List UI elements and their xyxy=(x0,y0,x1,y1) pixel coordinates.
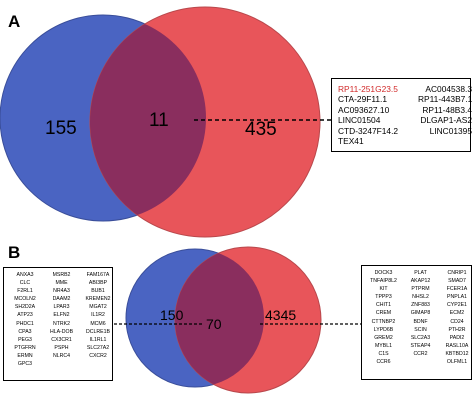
gene-label: BUB1 xyxy=(91,288,105,295)
gene-label: PADI2 xyxy=(449,334,465,341)
gene-label: CX3CR1 xyxy=(51,336,72,343)
panel-a-gene-box: RP11-251G23.5 AC004538.3 CTA-29F11.1 RP11-4… xyxy=(331,78,472,152)
panel-a-overlap-count: 11 xyxy=(149,110,169,131)
gene-label: MSRB2 xyxy=(52,272,71,278)
gene-label: PHDC1 xyxy=(16,320,34,327)
gene-label: ECM2 xyxy=(449,310,465,317)
gene-label: ZNF883 xyxy=(411,302,430,309)
gene-label: RP11-443B7.1 xyxy=(418,94,473,105)
gene-label: SLC27A2 xyxy=(86,344,110,351)
gene-label: PSPH xyxy=(54,344,69,351)
gene-label: PLAT xyxy=(414,270,427,276)
gene-label: GREM2 xyxy=(374,334,393,341)
gene-label: ANXA3 xyxy=(16,272,34,278)
gene-label xyxy=(402,358,439,366)
gene-label: LYPD6B xyxy=(373,326,394,333)
gene-label: ERMN xyxy=(17,352,33,359)
gene-label: MCOLN2 xyxy=(14,296,36,303)
gene-label: SMAD7 xyxy=(448,278,466,285)
gene-label: PTGFRN xyxy=(14,344,36,351)
panel-b-label: B xyxy=(8,243,20,262)
gene-label: GPC3 xyxy=(17,361,33,368)
gene-label: STEAP4 xyxy=(410,342,431,349)
gene-label: CHIT1 xyxy=(376,302,391,309)
gene-label: CTA-29F11.1 xyxy=(338,94,388,105)
gene-label: LINC01395 xyxy=(429,125,472,136)
gene-label: KBTBD12 xyxy=(445,350,469,357)
gene-label: DOCK3 xyxy=(374,270,393,276)
gene-label: CCR6 xyxy=(376,359,391,366)
gene-label: PTH2R xyxy=(448,326,466,333)
gene-label: C1S xyxy=(378,350,389,357)
gene-label: ABI3BP xyxy=(88,280,108,287)
gene-label: IL1RL1 xyxy=(89,336,107,343)
gene-label: GIMAP8 xyxy=(410,310,431,317)
panel-b-right-count: 4345 xyxy=(265,307,296,323)
gene-label: CTTNBP2 xyxy=(371,318,396,325)
gene-label: PNPLA1 xyxy=(447,294,467,301)
gene-label: LPAR3 xyxy=(53,304,70,311)
gene-label: PEG3 xyxy=(18,336,32,343)
gene-label: AKAP12 xyxy=(410,278,431,285)
gene-label: F2RL1 xyxy=(17,288,33,295)
panel-a-right-count: 435 xyxy=(245,119,277,140)
gene-label: AC004538.3 xyxy=(425,84,472,94)
gene-label: DLGAP1-AS2 xyxy=(420,115,472,126)
panel-b-overlap-count: 70 xyxy=(206,316,222,332)
gene-label: CREM xyxy=(375,310,392,317)
panel-b-left-count: 150 xyxy=(160,307,184,323)
gene-label: IL1R2 xyxy=(91,312,105,319)
panel-a-label: A xyxy=(8,12,20,31)
gene-label: RASL10A xyxy=(445,342,469,349)
gene-label: CPA3 xyxy=(18,328,32,335)
gene-label: SH2D2A xyxy=(14,304,36,311)
gene-label: LINC01504 xyxy=(338,115,381,126)
gene-label: MME xyxy=(55,280,68,287)
gene-label: NR4A3 xyxy=(53,288,70,295)
gene-label: NTRK2 xyxy=(52,320,70,327)
gene-label: MCM6 xyxy=(90,320,106,327)
gene-label: CXCR2 xyxy=(89,352,107,359)
gene-label: AC093627.10 xyxy=(338,104,390,115)
panel-b-right-gene-grid: DOCK3 PLAT CNRIP1 TNFAIP8L2 AKAP12 SMAD7 KIT PT… xyxy=(365,269,469,366)
gene-label: NLRC4 xyxy=(52,352,70,359)
gene-label: CYP2E1 xyxy=(447,302,467,309)
gene-label: TPPP3 xyxy=(375,294,392,301)
gene-label: CD24 xyxy=(450,318,464,325)
panel-b-right-gene-box: DOCK3 PLAT CNRIP1 TNFAIP8L2 AKAP12 SMAD7 KIT PT… xyxy=(361,265,472,380)
gene-label: PTPRM xyxy=(411,286,430,293)
panel-a-overlap-region xyxy=(90,15,206,221)
gene-label: DAAM2 xyxy=(52,296,71,303)
gene-label: CLC xyxy=(19,280,31,287)
panel-a-gene-grid: RP11-251G23.5 AC004538.3 CTA-29F11.1 RP11-4… xyxy=(338,84,472,147)
gene-label: HLA-DOB xyxy=(49,328,74,335)
gene-label: KIT xyxy=(379,286,388,293)
gene-label: SLC2A3 xyxy=(410,334,431,341)
gene-label: RP11-251G23.5 xyxy=(338,84,398,94)
panel-a-left-count: 155 xyxy=(45,118,77,139)
gene-label: TNFAIP8L2 xyxy=(370,278,397,285)
gene-label: FAM167A xyxy=(86,272,110,278)
gene-label: MGAT2 xyxy=(89,304,107,311)
gene-label: TEX41 xyxy=(338,136,364,147)
gene-label: OLFML1 xyxy=(446,359,468,366)
panel-b-left-gene-box: ANXA3 MSRB2 FAM167A CLC MME ABI3BP F2RL1 NR4A3 B… xyxy=(3,267,113,381)
gene-label: ELFN2 xyxy=(53,312,70,319)
gene-label: ATP23 xyxy=(17,312,33,319)
gene-label: NHSL2 xyxy=(412,294,429,301)
panel-b-overlap-region xyxy=(175,249,264,387)
gene-label: MYBL1 xyxy=(374,342,392,349)
gene-label: CTD-3247F14.2 xyxy=(338,125,399,136)
panel-b-left-gene-grid: ANXA3 MSRB2 FAM167A CLC MME ABI3BP F2RL1 NR4A3 B… xyxy=(7,271,110,368)
gene-label: DCLRE1B xyxy=(86,328,110,335)
gene-label: SCIN xyxy=(414,326,427,333)
gene-label: RP11-48B3.4 xyxy=(422,104,472,115)
gene-label: CNRIP1 xyxy=(447,270,467,276)
gene-label: KREMEN2 xyxy=(85,296,111,303)
gene-label: BDNF xyxy=(413,318,428,325)
gene-label: FCER1A xyxy=(446,286,468,293)
gene-label: CCR2 xyxy=(413,350,428,357)
